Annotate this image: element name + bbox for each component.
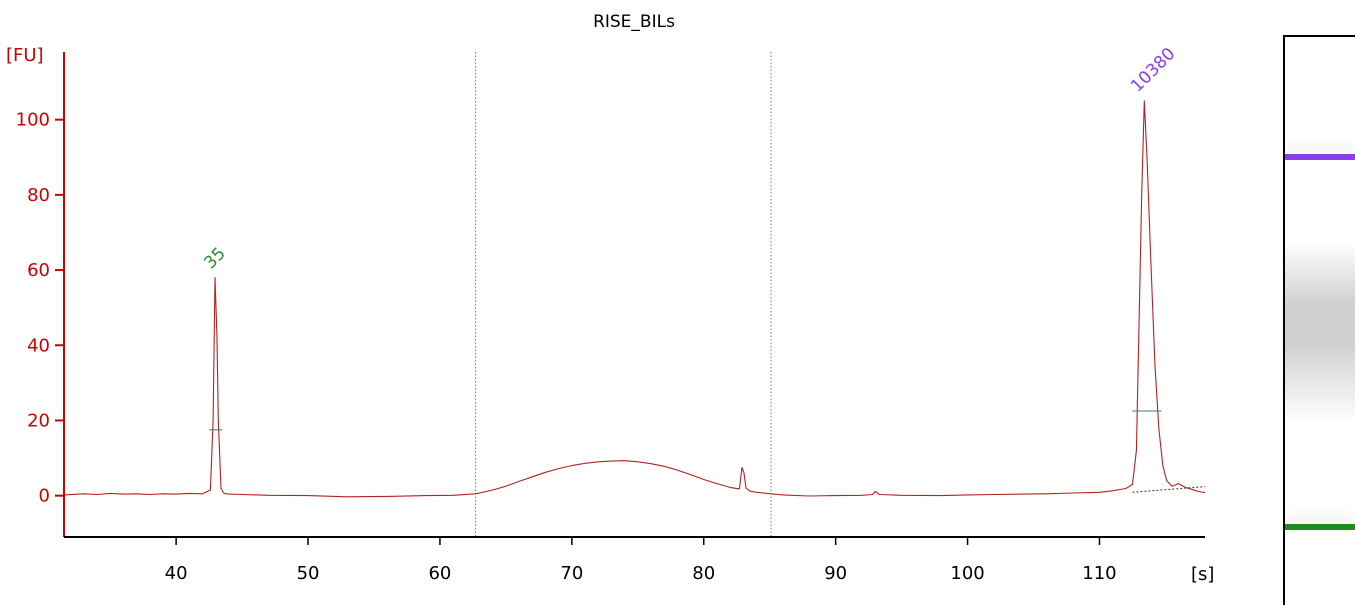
electropherogram-chart: RISE_BILs 35 10380 0 20 40 60 80 100 40 50 60 70 8… <box>6 12 1214 585</box>
gel-band-upper-marker <box>1285 153 1355 160</box>
x-tick-label: 40 <box>165 563 188 584</box>
x-tick-label: 90 <box>824 563 847 584</box>
x-tick-label: 100 <box>950 563 984 584</box>
y-tick-label: 0 <box>39 486 50 507</box>
series-layer <box>63 100 1206 498</box>
chart-title: RISE_BILs <box>593 12 675 32</box>
gel-band-smear <box>1285 243 1355 424</box>
x-tick-label: 50 <box>297 563 320 584</box>
x-tick-label: 60 <box>428 563 451 584</box>
y-tick-label: 60 <box>27 260 50 281</box>
y-tick-label: 100 <box>16 110 50 131</box>
y-tick-label: 80 <box>27 185 50 206</box>
peak-label: 35 <box>200 244 229 273</box>
axes <box>63 52 1205 538</box>
trace-line <box>63 100 1206 498</box>
baseline-segment <box>1132 486 1206 493</box>
x-tick-label: 70 <box>560 563 583 584</box>
peak-label: 10380 <box>1127 44 1179 96</box>
y-tick-label: 20 <box>27 410 50 431</box>
gel-band-lower-marker <box>1285 524 1355 531</box>
y-ticks: 0 20 40 60 80 100 <box>16 110 64 507</box>
overlay-layer: 35 10380 <box>200 44 1206 493</box>
y-tick-label: 40 <box>27 335 50 356</box>
y-axis-label: [FU] <box>6 45 44 66</box>
x-axis-label: [s] <box>1191 564 1214 585</box>
x-tick-label: 110 <box>1082 563 1116 584</box>
x-ticks: 40 50 60 70 80 90 100 110 <box>165 537 1117 584</box>
region-markers <box>475 52 772 537</box>
gel-image <box>1283 35 1355 605</box>
x-tick-label: 80 <box>692 563 715 584</box>
